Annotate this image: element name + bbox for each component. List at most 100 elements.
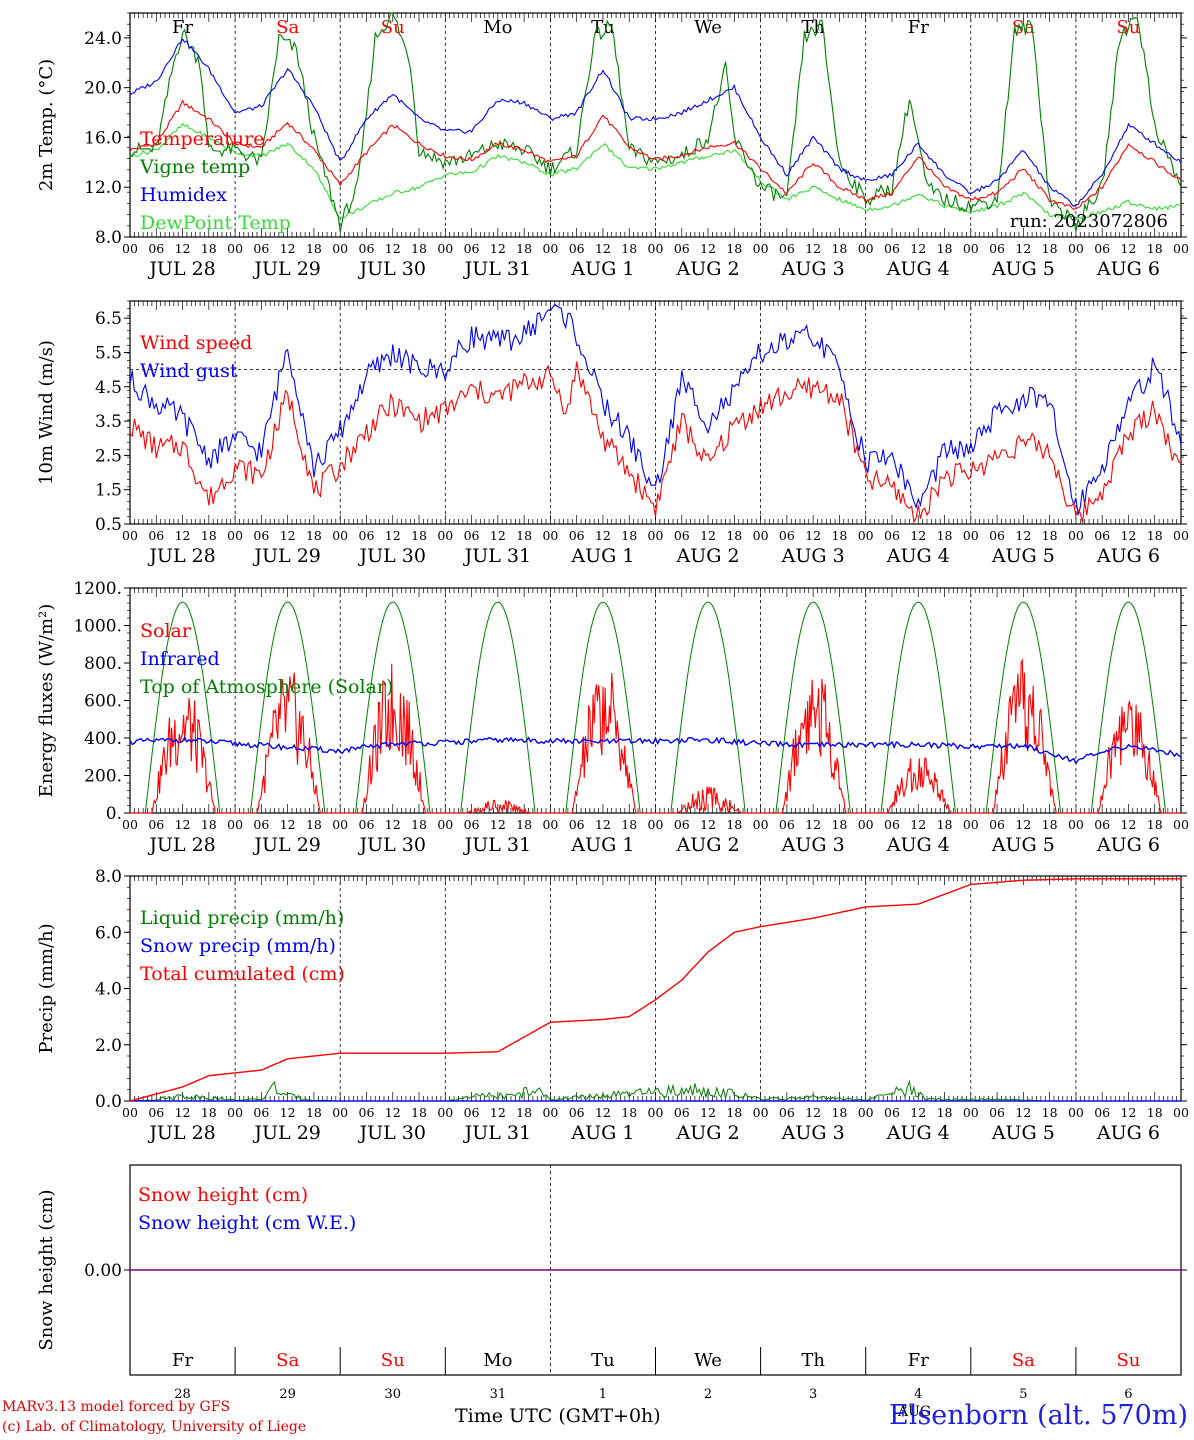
month-label: AUG <box>898 1404 932 1420</box>
hour-label: 06 <box>464 241 480 256</box>
hour-label: 00 <box>648 817 664 832</box>
hour-label: 00 <box>122 1105 138 1120</box>
hour-label: 12 <box>1015 241 1031 256</box>
date-label: AUG 5 <box>991 258 1055 280</box>
weekday-label: Fr <box>908 17 929 38</box>
date-label: AUG 3 <box>781 545 845 567</box>
day-number-label: 28 <box>174 1387 191 1402</box>
hour-label: 06 <box>253 241 269 256</box>
series-line-total-cumulated <box>129 878 1181 1102</box>
hour-label: 00 <box>437 528 453 543</box>
hour-label: 12 <box>805 817 821 832</box>
series-line-wind-gust <box>129 303 1182 516</box>
hour-label: 06 <box>464 528 480 543</box>
y-tick-label: 8.0 <box>95 867 122 887</box>
date-label: AUG 1 <box>570 258 634 280</box>
hour-label: 12 <box>910 528 926 543</box>
y-tick-label: 1.5 <box>95 481 122 501</box>
hour-label: 18 <box>831 1105 847 1120</box>
hour-label: 12 <box>175 817 191 832</box>
hour-label: 18 <box>306 241 322 256</box>
hour-label: 00 <box>227 241 243 256</box>
hour-label: 18 <box>621 817 637 832</box>
day-number-label: 5 <box>1019 1387 1027 1402</box>
hour-label: 12 <box>805 528 821 543</box>
y-tick-label: 2.5 <box>95 446 122 466</box>
day-number-label: 2 <box>704 1387 712 1402</box>
weekday-label: Sa <box>1012 1350 1035 1371</box>
day-number-label: 30 <box>384 1387 401 1402</box>
hour-label: 12 <box>910 817 926 832</box>
hour-label: 18 <box>937 1105 953 1120</box>
hour-label: 00 <box>858 1105 874 1120</box>
y-axis-label: Precip (mm/h) <box>36 923 57 1053</box>
hour-label: 18 <box>411 817 427 832</box>
hour-label: 18 <box>306 528 322 543</box>
y-tick-label: 8.0 <box>95 228 122 248</box>
hour-label: 06 <box>253 528 269 543</box>
legend-entry: DewPoint Temp <box>140 212 291 234</box>
hour-label: 12 <box>490 1105 506 1120</box>
hour-label: 12 <box>175 528 191 543</box>
time-axis-label: Time UTC (GMT+0h) <box>455 1405 661 1427</box>
hour-label: 06 <box>464 817 480 832</box>
hour-label: 12 <box>385 1105 401 1120</box>
hour-label: 06 <box>779 817 795 832</box>
hour-label: 12 <box>385 241 401 256</box>
hour-label: 06 <box>884 817 900 832</box>
date-label: AUG 3 <box>781 834 845 856</box>
date-label: AUG 1 <box>570 834 634 856</box>
day-number-label: 1 <box>599 1387 607 1402</box>
hour-label: 18 <box>621 1105 637 1120</box>
hour-label: 06 <box>674 1105 690 1120</box>
hour-label: 18 <box>1042 241 1058 256</box>
hour-label: 12 <box>280 241 296 256</box>
hour-label: 00 <box>1173 1105 1189 1120</box>
y-axis-label: Snow height (cm) <box>36 1189 57 1350</box>
y-tick-label: 400. <box>84 729 122 749</box>
date-label: JUL 29 <box>252 258 320 280</box>
legend-entry: Snow height (cm) <box>138 1184 308 1206</box>
hour-label: 00 <box>332 528 348 543</box>
y-tick-label: 4.0 <box>95 980 122 1000</box>
hour-label: 18 <box>831 528 847 543</box>
hour-label: 12 <box>700 528 716 543</box>
y-tick-label: 1200. <box>73 579 122 599</box>
hour-label: 00 <box>648 1105 664 1120</box>
hour-label: 06 <box>989 817 1005 832</box>
date-label: AUG 5 <box>991 834 1055 856</box>
hour-label: 06 <box>148 817 164 832</box>
hour-label: 18 <box>831 817 847 832</box>
hour-label: 00 <box>437 817 453 832</box>
hour-label: 06 <box>884 528 900 543</box>
date-label: AUG 4 <box>886 258 950 280</box>
series-line-top-of-atmosphere <box>144 601 221 814</box>
series-line-temperature <box>129 99 1182 211</box>
hour-label: 12 <box>805 1105 821 1120</box>
hour-label: 18 <box>306 817 322 832</box>
station-label: Elsenborn (alt. 570m) <box>889 1400 1188 1431</box>
hour-label: 18 <box>516 817 532 832</box>
hour-label: 18 <box>201 1105 217 1120</box>
y-tick-label: 5.5 <box>95 343 122 363</box>
series-line-top-of-atmosphere <box>880 601 956 814</box>
hour-label: 00 <box>1068 241 1084 256</box>
hour-label: 18 <box>201 528 217 543</box>
hour-label: 18 <box>1042 817 1058 832</box>
date-label: AUG 4 <box>886 1122 950 1144</box>
hour-label: 12 <box>595 528 611 543</box>
hour-label: 06 <box>674 241 690 256</box>
hour-label: 06 <box>674 528 690 543</box>
lab-credit: (c) Lab. of Climatology, University of L… <box>2 1419 307 1435</box>
hour-label: 00 <box>753 241 769 256</box>
y-tick-label: 20.0 <box>84 79 122 99</box>
hour-label: 18 <box>1147 817 1163 832</box>
hour-label: 00 <box>1068 1105 1084 1120</box>
hour-label: 18 <box>937 528 953 543</box>
hour-label: 06 <box>989 528 1005 543</box>
hour-label: 00 <box>858 528 874 543</box>
hour-label: 00 <box>1173 817 1189 832</box>
weekday-label: Su <box>381 17 405 38</box>
hour-label: 12 <box>595 241 611 256</box>
hour-label: 06 <box>779 528 795 543</box>
